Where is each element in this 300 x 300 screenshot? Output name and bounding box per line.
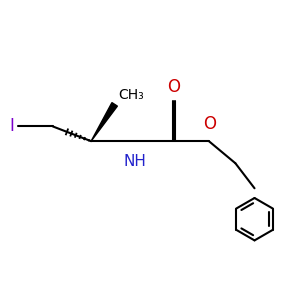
Polygon shape	[91, 103, 117, 141]
Text: O: O	[167, 78, 180, 96]
Text: O: O	[203, 115, 216, 133]
Text: NH: NH	[124, 154, 147, 169]
Text: CH₃: CH₃	[118, 88, 144, 102]
Text: I: I	[9, 117, 14, 135]
